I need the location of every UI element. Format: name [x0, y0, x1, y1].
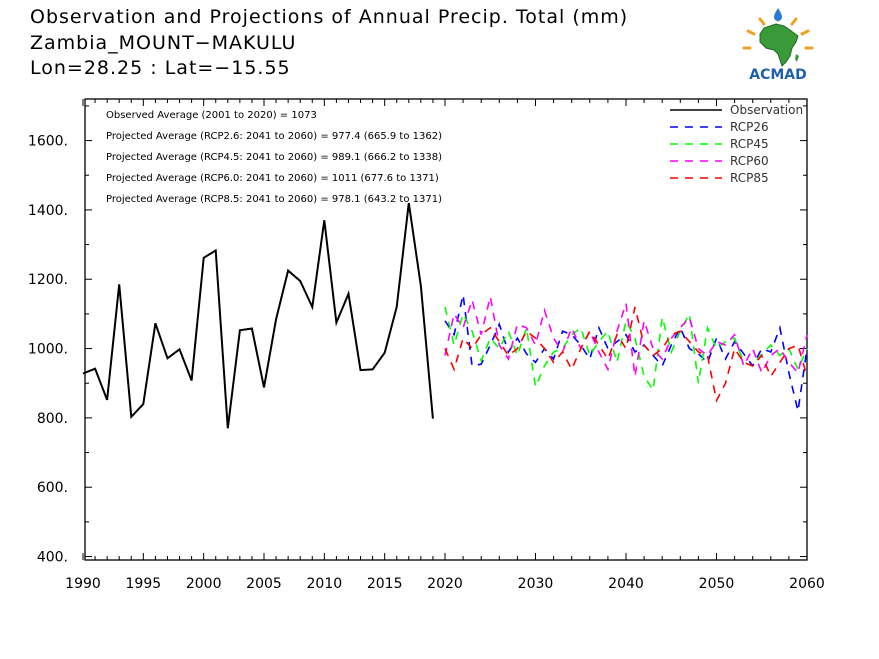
y-tick-label: 1000.: [28, 342, 68, 358]
x-axis: 1990 1995 2000 2005 2010 2015 2020 2030 2040 2050…: [65, 99, 825, 592]
legend: Observation RCP26 RCP45 RCP60 RCP85: [670, 103, 803, 185]
x-tick-label: 1995: [126, 576, 162, 592]
annotation-observed: Observed Average (2001 to 2020) = 1073: [106, 110, 317, 121]
x-tick-label: 2005: [246, 576, 282, 592]
x-tick-label: 2015: [367, 576, 403, 592]
x-tick-label: 2030: [518, 576, 554, 592]
x-tick-label: 2050: [699, 576, 735, 592]
x-tick-label: 2060: [789, 576, 825, 592]
series-line-observation: [82, 202, 434, 429]
series-layer: [82, 202, 808, 429]
annotation-layer: Observed Average (2001 to 2020) = 1073 P…: [106, 110, 442, 205]
series-line-rcp45: [444, 306, 808, 393]
series-line-rcp85: [444, 306, 808, 403]
x-tick-label: 2000: [186, 576, 222, 592]
annotation-rcp85: Projected Average (RCP8.5: 2041 to 2060)…: [106, 194, 442, 205]
x-tick-label: 2010: [307, 576, 343, 592]
x-tick-label: 1990: [65, 576, 101, 592]
plot-frame: [84, 98, 808, 561]
legend-label-rcp60: RCP60: [730, 154, 769, 168]
legend-label-observation: Observation: [730, 103, 803, 117]
annotation-rcp45: Projected Average (RCP4.5: 2041 to 2060)…: [106, 152, 442, 163]
y-tick-label: 800.: [37, 411, 68, 427]
x-tick-label: 2040: [608, 576, 644, 592]
y-tick-label: 1400.: [28, 203, 68, 219]
y-tick-label: 1200.: [28, 272, 68, 288]
series-line-rcp60: [444, 296, 808, 377]
station-coordinates: Lon=28.25 : Lat=−15.55: [30, 57, 291, 79]
y-axis: 400. 600. 800. 1000. 1200. 1400. 1600.: [28, 105, 807, 566]
y-tick-label: 1600.: [28, 134, 68, 150]
legend-label-rcp26: RCP26: [730, 120, 769, 134]
series-line-rcp26: [444, 294, 808, 412]
chart-title: Observation and Projections of Annual Pr…: [30, 6, 629, 28]
legend-label-rcp45: RCP45: [730, 137, 769, 151]
logo-text: ACMAD: [749, 67, 807, 83]
acmad-africa-logo-icon: ACMAD: [738, 6, 818, 84]
annotation-rcp26: Projected Average (RCP2.6: 2041 to 2060)…: [106, 131, 442, 142]
y-tick-label: 600.: [37, 480, 68, 496]
x-tick-label: 2020: [427, 576, 463, 592]
annotation-rcp60: Projected Average (RCP6.0: 2041 to 2060)…: [106, 173, 439, 184]
y-tick-label: 400.: [37, 550, 68, 566]
legend-label-rcp85: RCP85: [730, 171, 769, 185]
station-name: Zambia_MOUNT−MAKULU: [30, 32, 297, 54]
